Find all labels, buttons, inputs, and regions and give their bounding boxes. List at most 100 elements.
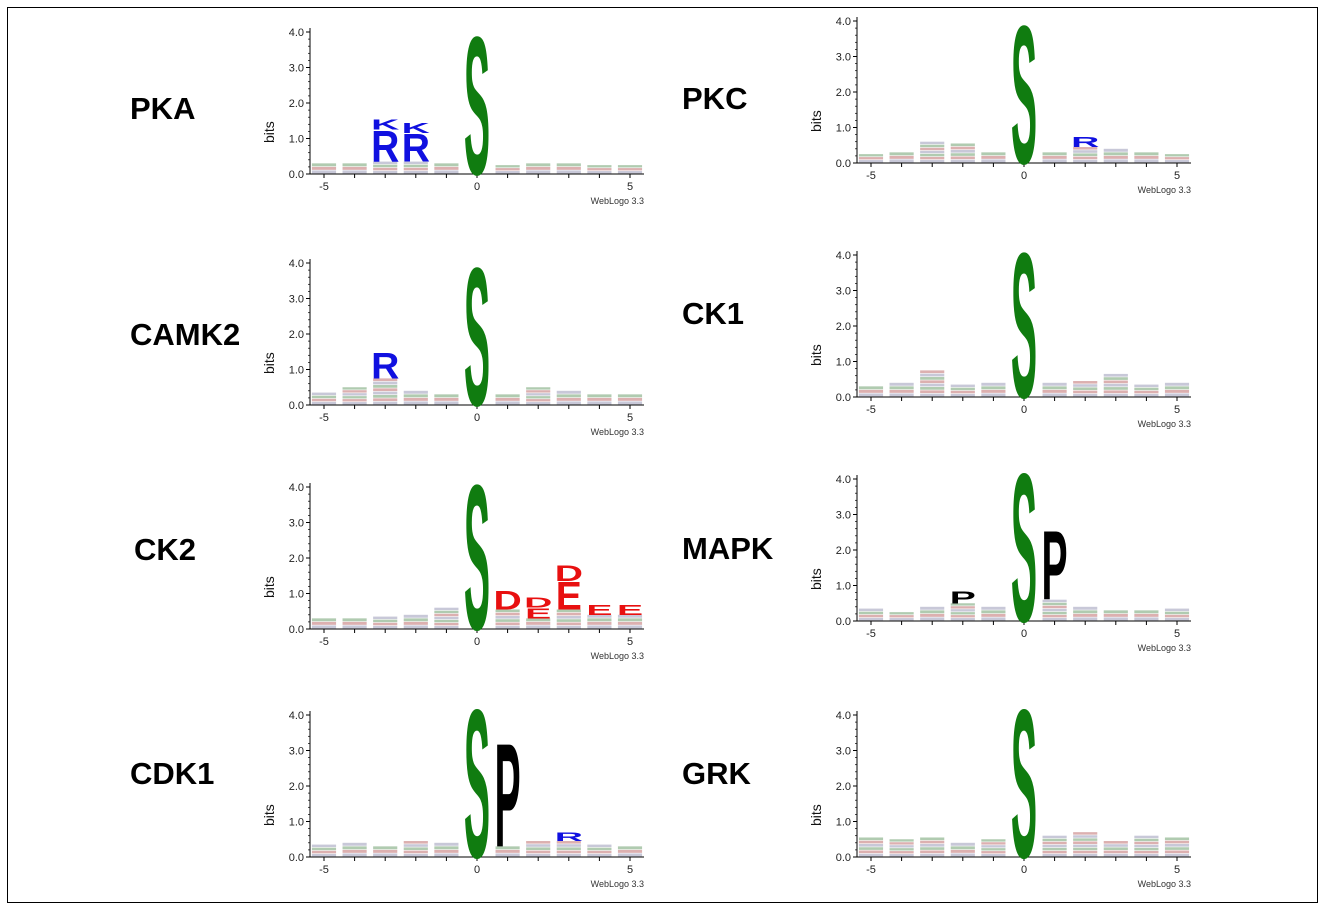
minor-residue-band xyxy=(403,170,428,174)
y-tick-label: 2.0 xyxy=(836,321,851,333)
minor-residue-band xyxy=(920,370,945,374)
minor-residue-band xyxy=(950,853,975,857)
minor-residue-band xyxy=(495,401,520,405)
logo-stack xyxy=(587,394,612,405)
minor-residue-band xyxy=(950,387,975,391)
minor-residue-band xyxy=(858,608,884,612)
minor-residue-band xyxy=(1042,838,1067,842)
y-tick-label: 4.0 xyxy=(836,16,851,28)
logo-stack xyxy=(981,606,1006,621)
y-tick-label: 4.0 xyxy=(836,250,851,262)
minor-residue-band xyxy=(495,615,520,619)
logo-stack xyxy=(1134,610,1159,621)
logo-stack xyxy=(1042,382,1067,397)
logo-stack: RK xyxy=(402,120,431,174)
minor-residue-band xyxy=(889,155,914,159)
minor-residue-band xyxy=(1103,617,1128,621)
weblogo-watermark: WebLogo 3.3 xyxy=(591,879,644,889)
logo-stack: S xyxy=(1011,209,1037,441)
minor-residue-band xyxy=(556,612,581,616)
minor-residue-band xyxy=(1042,602,1067,606)
minor-residue-band xyxy=(920,853,945,857)
y-tick-label: 2.0 xyxy=(836,87,851,99)
minor-residue-band xyxy=(526,853,551,857)
minor-residue-band xyxy=(1164,843,1190,847)
minor-residue-band xyxy=(950,390,975,394)
minor-residue-band xyxy=(526,847,551,851)
y-tick-label: 0.0 xyxy=(836,852,851,864)
minor-residue-band xyxy=(858,847,884,850)
minor-residue-band xyxy=(920,147,945,151)
minor-residue-band xyxy=(1042,850,1067,854)
minor-residue-band xyxy=(1164,853,1190,857)
logo-stack xyxy=(373,846,398,857)
minor-residue-band xyxy=(1042,608,1067,612)
logo-stack xyxy=(1164,608,1190,621)
logo-stack: E xyxy=(617,602,643,629)
minor-residue-band xyxy=(373,619,398,623)
minor-residue-band xyxy=(526,841,551,844)
logo-letter-e: E xyxy=(617,602,643,619)
minor-residue-band xyxy=(1042,841,1067,845)
y-tick-label: 3.0 xyxy=(289,294,304,306)
minor-residue-band xyxy=(1103,844,1128,847)
minor-residue-band xyxy=(858,840,884,844)
minor-residue-band xyxy=(556,170,581,174)
minor-residue-band xyxy=(858,617,884,621)
logo-stack xyxy=(889,152,914,163)
kinase-label-pka: PKA xyxy=(130,91,196,126)
minor-residue-band xyxy=(1103,383,1128,387)
logo-letter-s: S xyxy=(1011,666,1037,902)
minor-residue-band xyxy=(889,152,914,156)
weblogo-watermark: WebLogo 3.3 xyxy=(591,196,644,206)
minor-residue-band xyxy=(311,395,337,399)
minor-residue-band xyxy=(403,853,428,857)
minor-residue-band xyxy=(311,163,337,167)
minor-residue-band xyxy=(373,853,398,857)
logo-stack xyxy=(342,618,367,629)
minor-residue-band xyxy=(1103,393,1128,397)
minor-residue-band xyxy=(617,849,643,853)
minor-residue-band xyxy=(556,163,581,167)
minor-residue-band xyxy=(920,850,945,854)
logo-stack: ED xyxy=(524,595,552,629)
minor-residue-band xyxy=(920,606,945,610)
minor-residue-band xyxy=(950,603,975,606)
logo-letter-s: S xyxy=(1011,209,1037,441)
minor-residue-band xyxy=(889,382,914,386)
minor-residue-band xyxy=(858,386,884,390)
logo-letter-p: P xyxy=(950,588,976,607)
logo-stack xyxy=(403,841,428,857)
logo-panel-grk: 0.0 1.0 2.0 3.0 4.0 bits -5 0 5 WebLogo 3.3 S xyxy=(808,666,1191,903)
minor-residue-band xyxy=(1164,382,1190,386)
logo-stack xyxy=(981,382,1006,397)
minor-residue-band xyxy=(1042,847,1067,851)
minor-residue-band xyxy=(1073,610,1098,614)
logo-letter-k: K xyxy=(402,120,431,137)
logo-letter-d: D xyxy=(493,586,521,616)
minor-residue-band xyxy=(495,853,520,857)
minor-residue-band xyxy=(311,625,337,629)
x-tick-label: 0 xyxy=(1021,864,1027,876)
minor-residue-band xyxy=(950,143,975,147)
minor-residue-band xyxy=(1134,613,1159,617)
minor-residue-band xyxy=(981,606,1006,610)
minor-residue-band xyxy=(403,847,428,851)
minor-residue-band xyxy=(889,612,914,615)
minor-residue-band xyxy=(556,622,581,626)
minor-residue-band xyxy=(1134,841,1159,845)
minor-residue-band xyxy=(1134,155,1159,159)
x-tick-label: -5 xyxy=(319,636,329,648)
minor-residue-band xyxy=(617,171,643,174)
minor-residue-band xyxy=(1073,844,1098,848)
minor-residue-band xyxy=(981,842,1006,845)
minor-residue-band xyxy=(1073,159,1098,163)
minor-residue-band xyxy=(556,847,581,851)
minor-residue-band xyxy=(950,609,975,612)
minor-residue-band xyxy=(617,846,643,850)
minor-residue-band xyxy=(556,625,581,629)
minor-residue-band xyxy=(556,609,581,613)
minor-residue-band xyxy=(556,166,581,170)
